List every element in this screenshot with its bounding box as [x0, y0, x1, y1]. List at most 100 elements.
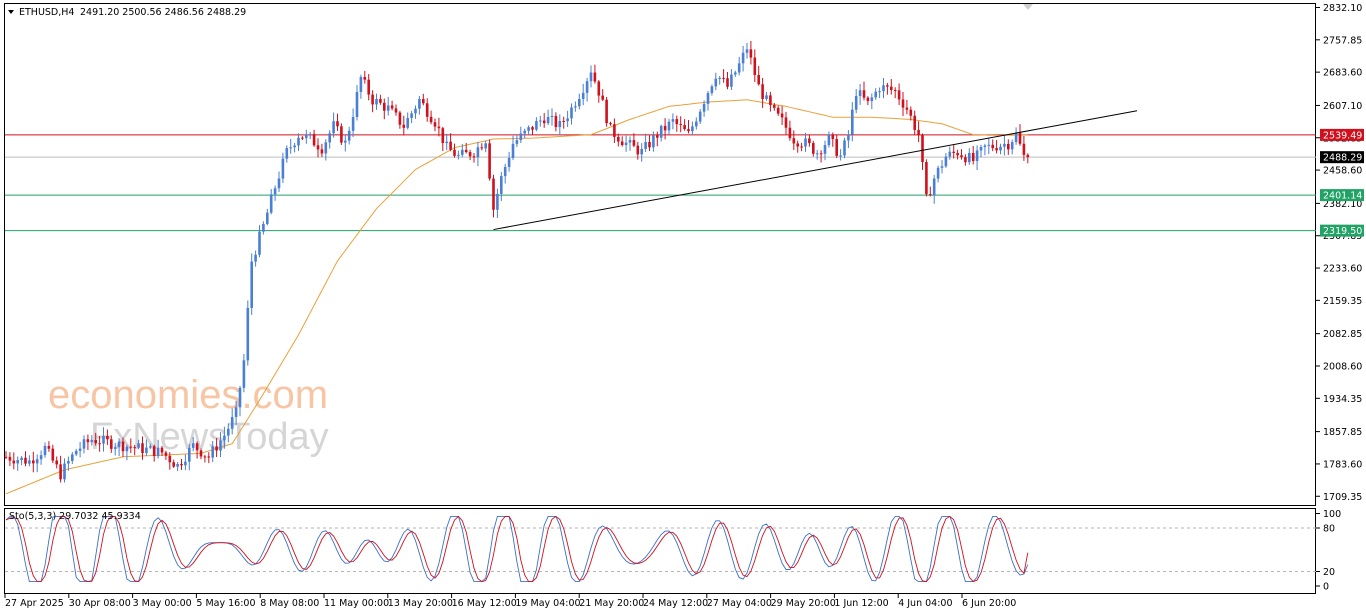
candle-body [722, 77, 725, 79]
candle [659, 124, 663, 142]
candle-body [812, 143, 815, 154]
price-tag-resistance [1320, 128, 1364, 141]
candle-body [968, 152, 971, 163]
candle [238, 385, 242, 417]
candle [328, 130, 331, 149]
candle [355, 85, 359, 121]
x-tick-label: 6 Jun 20:00 [962, 598, 1016, 609]
candle-body [749, 49, 753, 58]
candle-body [398, 112, 402, 125]
candle [199, 448, 203, 460]
main-panel-frame [4, 3, 1316, 506]
candle-body [819, 153, 823, 155]
candle-body [363, 77, 367, 80]
candle-body [687, 129, 690, 132]
candle-body [242, 360, 246, 388]
scroll-marker-icon[interactable] [1023, 4, 1033, 10]
candle [453, 143, 456, 158]
candle [437, 117, 441, 137]
candle [648, 135, 651, 151]
candle-body [1018, 132, 1022, 144]
y-tick-label: 2757.85 [1323, 35, 1362, 46]
candle-body [55, 460, 58, 465]
candle [656, 131, 659, 147]
trendline-layer [493, 110, 1138, 231]
candle [562, 116, 565, 129]
candle-body [574, 106, 577, 108]
candle-body [675, 119, 679, 125]
candle [695, 117, 698, 130]
candle [98, 436, 101, 452]
y-tick-label: 1857.85 [1323, 427, 1362, 438]
candle-body [597, 81, 601, 96]
candle [948, 146, 952, 160]
candle [340, 123, 343, 145]
stochastic-signal-line [5, 515, 1029, 583]
candle-body [71, 454, 74, 461]
symbol-label[interactable]: ETHUSD,H4 [19, 7, 74, 18]
candle [683, 119, 686, 131]
candle [644, 133, 647, 153]
candle [964, 154, 967, 166]
candle-body [905, 107, 909, 110]
candle [776, 105, 780, 116]
candle [51, 444, 55, 464]
candle-body [609, 123, 612, 125]
candle-body [250, 261, 253, 308]
candle [63, 458, 66, 483]
candle [445, 133, 448, 151]
candle-body [788, 127, 792, 139]
candle [847, 129, 850, 148]
candle-body [160, 447, 164, 453]
y-tick-label: 2382.10 [1323, 199, 1362, 210]
candle [227, 423, 230, 443]
trendline[interactable] [493, 110, 1138, 231]
candle [601, 89, 604, 102]
candle-body [39, 455, 43, 460]
candle [191, 436, 195, 452]
candle-body [702, 103, 706, 112]
candle-body [983, 145, 987, 148]
candle [773, 102, 776, 111]
candle-body [102, 435, 105, 444]
stochastic-y-tick-label: 0 [1323, 582, 1329, 593]
candle-body [644, 142, 647, 149]
candle-body [632, 140, 636, 146]
symbol-dropdown-icon[interactable] [8, 10, 14, 14]
candle-body [429, 116, 433, 123]
candle [812, 140, 815, 157]
candle-body [999, 146, 1002, 151]
candle-body [418, 98, 421, 109]
candle-body [893, 89, 897, 91]
candle-body [808, 138, 811, 144]
candle-body [886, 85, 889, 87]
candle-body [971, 152, 975, 162]
candle-body [1010, 142, 1014, 150]
candle-body [125, 446, 129, 452]
candle-body [1007, 143, 1010, 150]
candle-body [453, 149, 456, 156]
candle [511, 135, 515, 161]
candle-body [168, 455, 172, 463]
candle [375, 93, 378, 110]
candle-body [995, 148, 998, 151]
candle [956, 149, 959, 160]
candle-body [593, 72, 597, 82]
candle-body [4, 456, 8, 458]
candle-body [293, 145, 296, 148]
y-tick-label: 2082.85 [1323, 329, 1362, 340]
candle-body [839, 155, 842, 157]
candle [28, 455, 31, 467]
candle-body [20, 457, 23, 461]
candle-body [601, 95, 604, 100]
candle [921, 133, 924, 170]
candle [480, 143, 484, 151]
y-tick-label: 1934.35 [1323, 394, 1362, 405]
candle [137, 439, 140, 450]
candle-body [152, 446, 156, 457]
x-tick-label: 24 May 12:00 [643, 598, 708, 609]
candle-body [223, 435, 226, 441]
candle [940, 160, 944, 174]
candle-body [913, 115, 916, 130]
